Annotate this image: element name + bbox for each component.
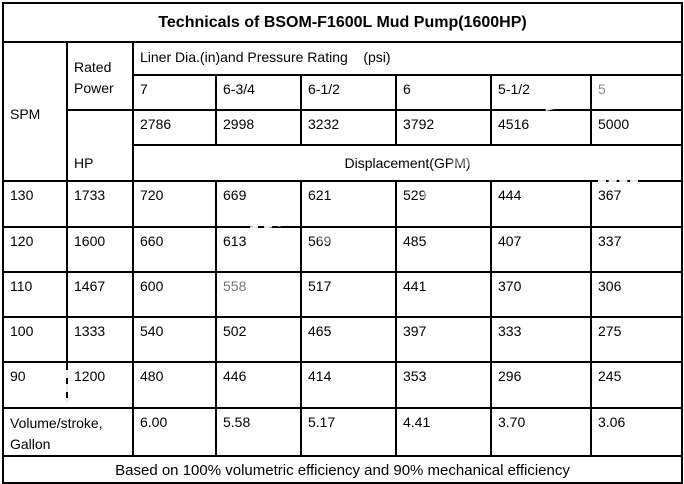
rated-power-header-cell: Rated Power — [66, 41, 134, 111]
gpm-cell: 407 — [490, 226, 592, 273]
volume-cell: 6.00 — [132, 407, 217, 457]
gpm-cell: 370 — [490, 271, 592, 318]
liner-size-header: 5 — [590, 74, 683, 111]
spm-cell: 110 — [2, 271, 68, 318]
liner-size-header: 6-1/2 — [300, 74, 397, 111]
gpm-cell: 600 — [132, 271, 217, 318]
gpm-cell: 485 — [395, 226, 492, 273]
gpm-cell: 245 — [590, 361, 683, 409]
table-row: 110 1467 600 558 517 441 370 306 — [2, 271, 683, 318]
hp-header-cell: HP — [66, 109, 134, 182]
gpm-cell: 296 — [490, 361, 592, 409]
gpm-cell: 720 — [132, 180, 217, 228]
volume-per-stroke-label-cell: Volume/stroke, Gallon — [2, 407, 134, 457]
gpm-cell: 414 — [300, 361, 397, 409]
gpm-cell: 333 — [490, 316, 592, 363]
spm-cell: 90 — [2, 361, 68, 409]
volume-cell: 3.70 — [490, 407, 592, 457]
table-row: 120 1600 660 613 569 485 407 337 — [2, 226, 683, 273]
hp-cell: 1467 — [66, 271, 134, 318]
hp-cell: 1200 — [66, 361, 134, 409]
displacement-header-cell: Displacement(GPM) — [132, 144, 683, 182]
pressure-rating-cell: 4516 — [490, 109, 592, 146]
gpm-cell: 446 — [215, 361, 302, 409]
liner-size-header: 7 — [132, 74, 217, 111]
hp-cell: 1733 — [66, 180, 134, 228]
spm-cell: 120 — [2, 226, 68, 273]
pressure-rating-cell: 5000 — [590, 109, 683, 146]
gpm-cell: 517 — [300, 271, 397, 318]
gpm-cell: 353 — [395, 361, 492, 409]
gpm-cell: 669 — [215, 180, 302, 228]
gpm-cell: 660 — [132, 226, 217, 273]
gpm-cell: 621 — [300, 180, 397, 228]
gpm-cell: 569 — [300, 226, 397, 273]
gpm-cell: 502 — [215, 316, 302, 363]
gpm-cell: 613 — [215, 226, 302, 273]
gpm-cell: 558 — [215, 271, 302, 318]
gpm-cell: 465 — [300, 316, 397, 363]
volume-cell: 3.06 — [590, 407, 683, 457]
spm-cell: 130 — [2, 180, 68, 228]
gpm-cell: 367 — [590, 180, 683, 228]
table-row: Volume/stroke, Gallon 6.00 5.58 5.17 4.4… — [2, 407, 683, 457]
efficiency-footnote: Based on 100% volumetric efficiency and … — [2, 455, 683, 484]
gpm-cell: 529 — [395, 180, 492, 228]
volume-cell: 4.41 — [395, 407, 492, 457]
gpm-cell: 441 — [395, 271, 492, 318]
volume-cell: 5.58 — [215, 407, 302, 457]
gpm-cell: 306 — [590, 271, 683, 318]
table-row: 90 1200 480 446 414 353 296 245 — [2, 361, 683, 409]
spm-cell: 100 — [2, 316, 68, 363]
pressure-rating-cell: 2998 — [215, 109, 302, 146]
table-row: 130 1733 720 669 621 529 444 367 — [2, 180, 683, 228]
gpm-cell: 337 — [590, 226, 683, 273]
spm-header-cell: SPM — [2, 41, 68, 182]
volume-cell: 5.17 — [300, 407, 397, 457]
gpm-cell: 275 — [590, 316, 683, 363]
pressure-rating-cell: 3792 — [395, 109, 492, 146]
liner-pressure-header-cell: Liner Dia.(in)and Pressure Rating (psi) — [132, 41, 683, 76]
gpm-cell: 444 — [490, 180, 592, 228]
table-row: 100 1333 540 502 465 397 333 275 — [2, 316, 683, 363]
hp-cell: 1333 — [66, 316, 134, 363]
liner-size-header: 6-3/4 — [215, 74, 302, 111]
pressure-rating-cell: 2786 — [132, 109, 217, 146]
gpm-cell: 397 — [395, 316, 492, 363]
hp-cell: 1600 — [66, 226, 134, 273]
gpm-cell: 480 — [132, 361, 217, 409]
liner-size-header: 5-1/2 — [490, 74, 592, 111]
gpm-cell: 540 — [132, 316, 217, 363]
pressure-rating-cell: 3232 — [300, 109, 397, 146]
table-title: Technicals of BSOM-F1600L Mud Pump(1600H… — [2, 2, 683, 43]
liner-size-header: 6 — [395, 74, 492, 111]
